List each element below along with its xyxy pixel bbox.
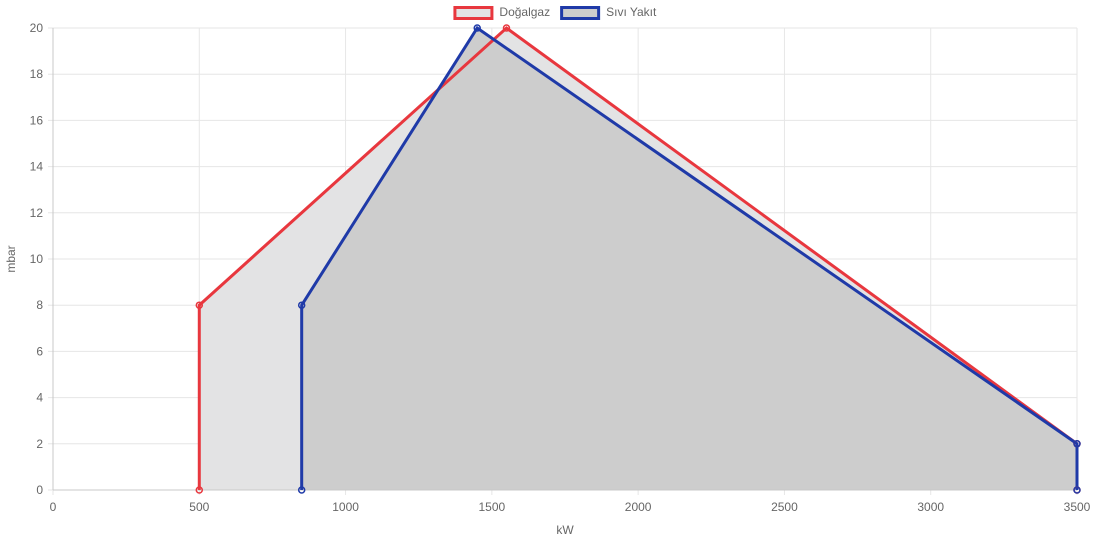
x-tick-label: 3500 — [1064, 500, 1091, 514]
y-tick-label: 12 — [30, 206, 44, 220]
tick-label-layer: 0 500 1000 1500 2000 2500 3000 3500 0 2 4 6 8 10 12 14 1… — [30, 21, 1091, 514]
x-tick-label: 3000 — [917, 500, 944, 514]
data-point[interactable] — [195, 486, 204, 494]
y-tick-label: 4 — [36, 391, 43, 405]
legend-label: Doğalgaz — [499, 5, 550, 19]
y-tick-label: 6 — [36, 344, 43, 358]
series-line-1 — [300, 25, 1079, 490]
x-tick-label: 2000 — [625, 500, 652, 514]
data-point[interactable] — [473, 24, 481, 32]
y-tick-label: 10 — [30, 252, 44, 266]
data-point[interactable] — [1073, 440, 1081, 448]
y-tick-label: 16 — [30, 113, 44, 127]
data-point[interactable] — [297, 486, 306, 494]
data-point[interactable] — [502, 24, 511, 32]
x-axis-title: kW — [556, 523, 574, 537]
legend-item-0[interactable]: Doğalgaz — [453, 5, 550, 20]
legend-swatch — [560, 6, 601, 20]
x-tick-label: 1000 — [332, 500, 359, 514]
data-point[interactable] — [195, 301, 204, 309]
area-layer — [199, 28, 1078, 490]
data-point[interactable] — [297, 301, 306, 309]
series-area-1 — [301, 28, 1078, 490]
legend-item-1[interactable]: Sıvı Yakıt — [560, 5, 657, 20]
y-tick-label: 8 — [36, 298, 43, 312]
x-tick-label: 2500 — [771, 500, 798, 514]
x-tick-label: 500 — [189, 500, 209, 514]
y-tick-label: 18 — [30, 67, 44, 81]
x-tick-label: 0 — [50, 500, 57, 514]
legend[interactable]: Doğalgaz Sıvı Yakıt — [453, 5, 657, 20]
y-tick-label: 0 — [36, 483, 43, 497]
y-tick-label: 2 — [36, 437, 43, 451]
point-layer — [195, 24, 1081, 494]
axis-layer — [52, 28, 1077, 491]
legend-label: Sıvı Yakıt — [606, 5, 657, 19]
y-tick-label: 14 — [30, 160, 44, 174]
data-point[interactable] — [1073, 486, 1081, 494]
y-tick-label: 20 — [30, 21, 44, 35]
legend-swatch — [453, 6, 494, 20]
y-axis-title: mbar — [4, 245, 18, 272]
line-layer — [197, 25, 1079, 490]
x-tick-label: 1500 — [479, 500, 506, 514]
